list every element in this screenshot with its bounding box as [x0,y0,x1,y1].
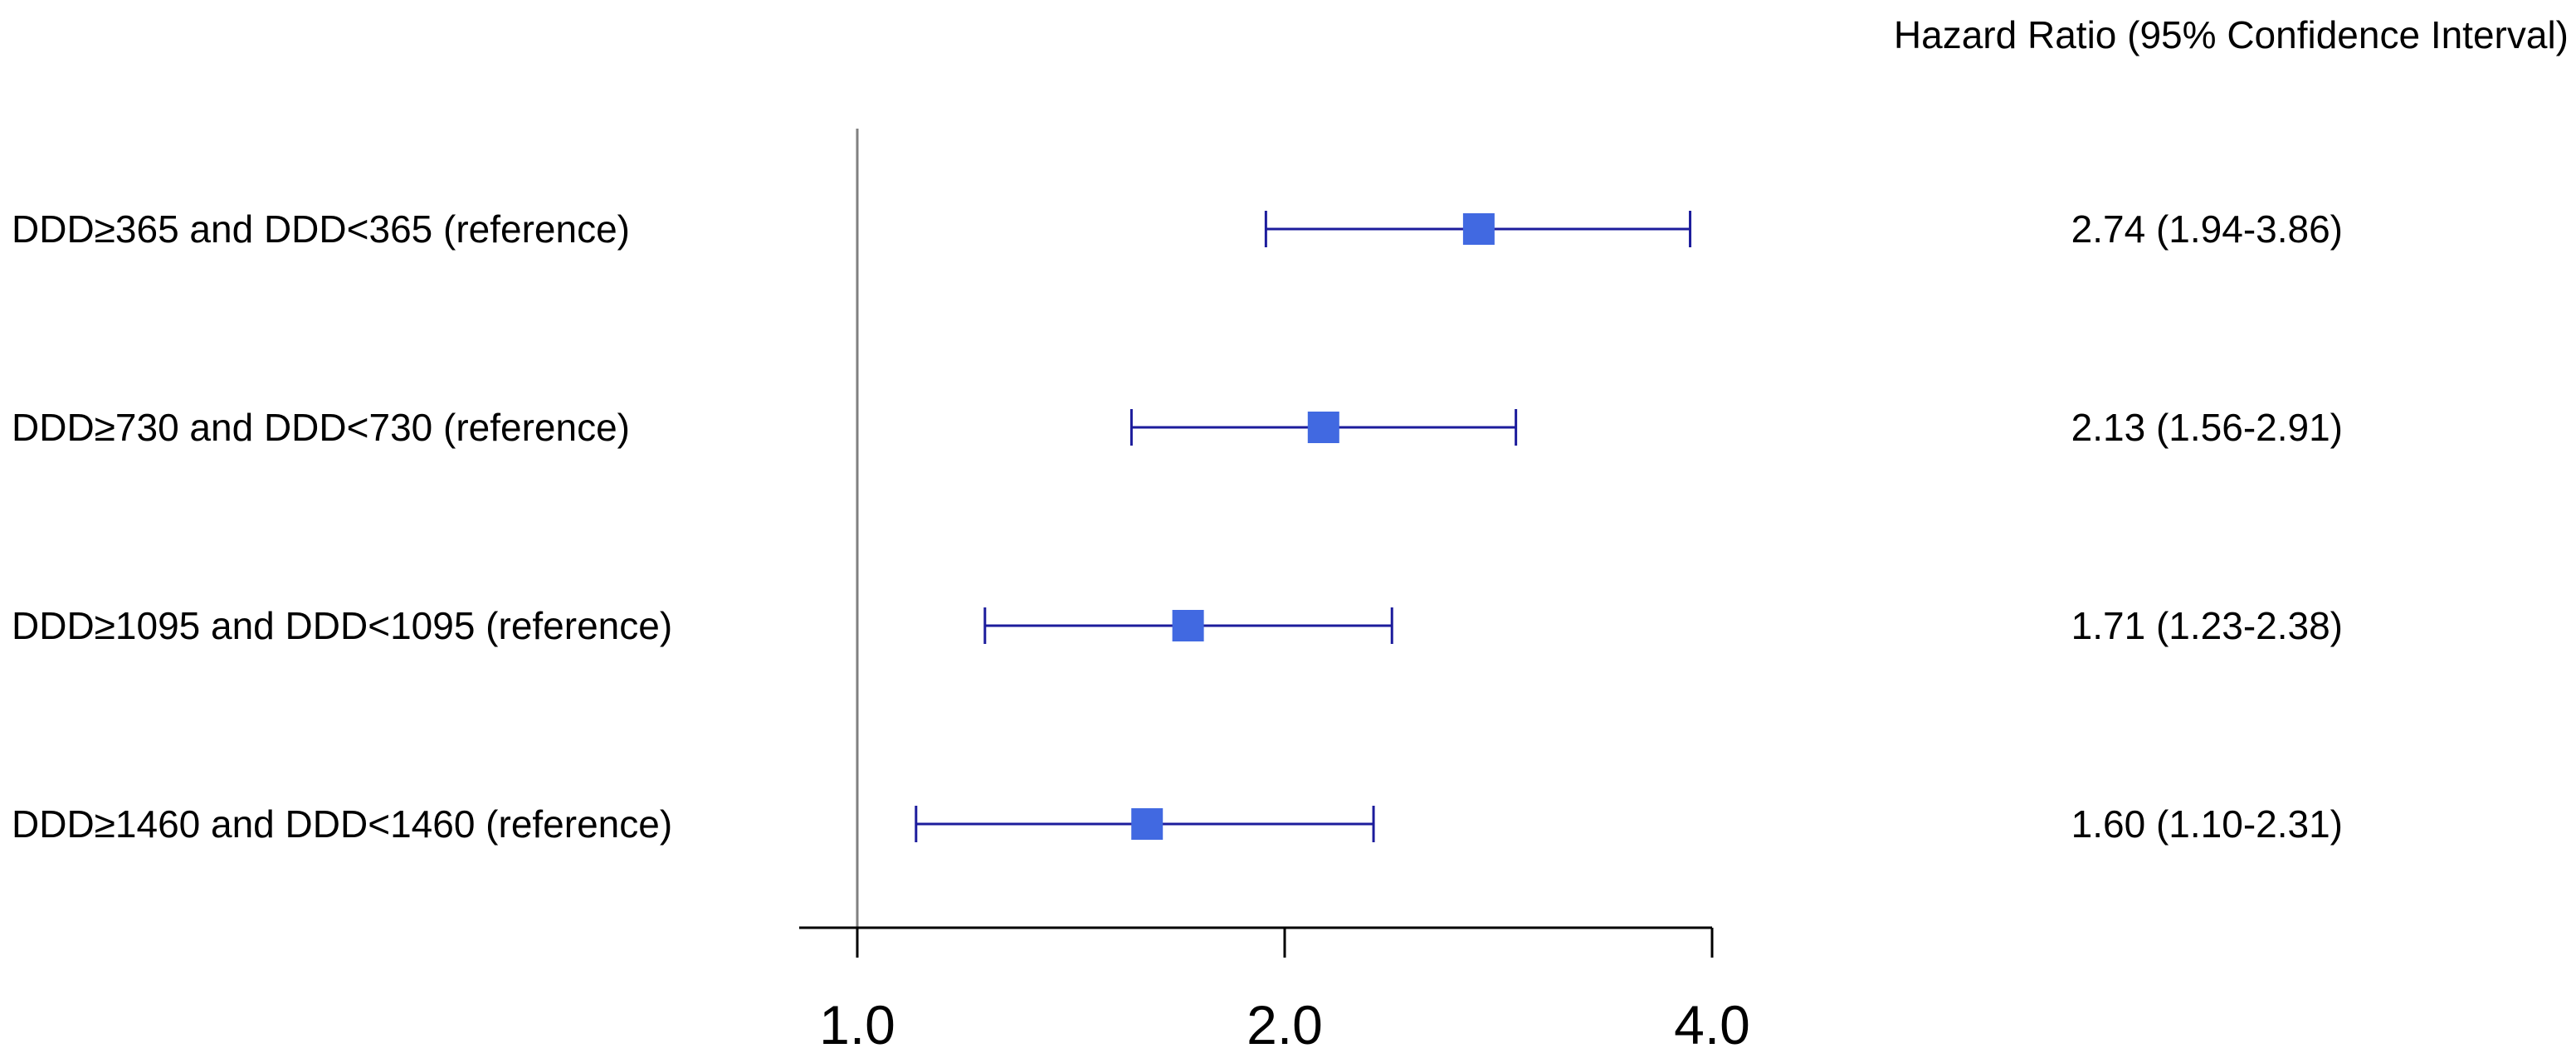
ci-value-label: 1.71 (1.23-2.38) [2071,604,2343,647]
hr-marker [1172,610,1204,641]
hr-marker [1307,412,1339,443]
forest-row: DDD≥365 and DDD<365 (reference) 2.74 (1.9… [12,207,2343,251]
row-label: DDD≥365 and DDD<365 (reference) [12,207,630,251]
ci-value-label: 2.74 (1.94-3.86) [2071,207,2343,251]
row-label: DDD≥1460 and DDD<1460 (reference) [12,802,672,846]
hr-marker [1462,213,1495,245]
x-tick-label: 2.0 [1247,994,1323,1056]
forest-rows: DDD≥365 and DDD<365 (reference) 2.74 (1.9… [12,207,2343,846]
row-label: DDD≥730 and DDD<730 (reference) [12,406,630,449]
x-tick-label: 1.0 [819,994,895,1056]
row-label: DDD≥1095 and DDD<1095 (reference) [12,604,672,647]
forest-row: DDD≥1095 and DDD<1095 (reference) 1.71 (1… [12,604,2343,647]
forest-row: DDD≥1460 and DDD<1460 (reference) 1.60 (1… [12,802,2343,846]
hr-marker [1131,808,1164,840]
ci-value-label: 2.13 (1.56-2.91) [2071,406,2343,449]
forest-row: DDD≥730 and DDD<730 (reference) 2.13 (1.5… [12,406,2343,449]
x-axis-ticks: 1.0 2.0 4.0 [819,928,1750,1056]
hazard-ratio-header: Hazard Ratio (95% Confidence Interval) [1894,13,2569,56]
x-tick-label: 4.0 [1674,994,1750,1056]
ci-value-label: 1.60 (1.10-2.31) [2071,802,2343,846]
